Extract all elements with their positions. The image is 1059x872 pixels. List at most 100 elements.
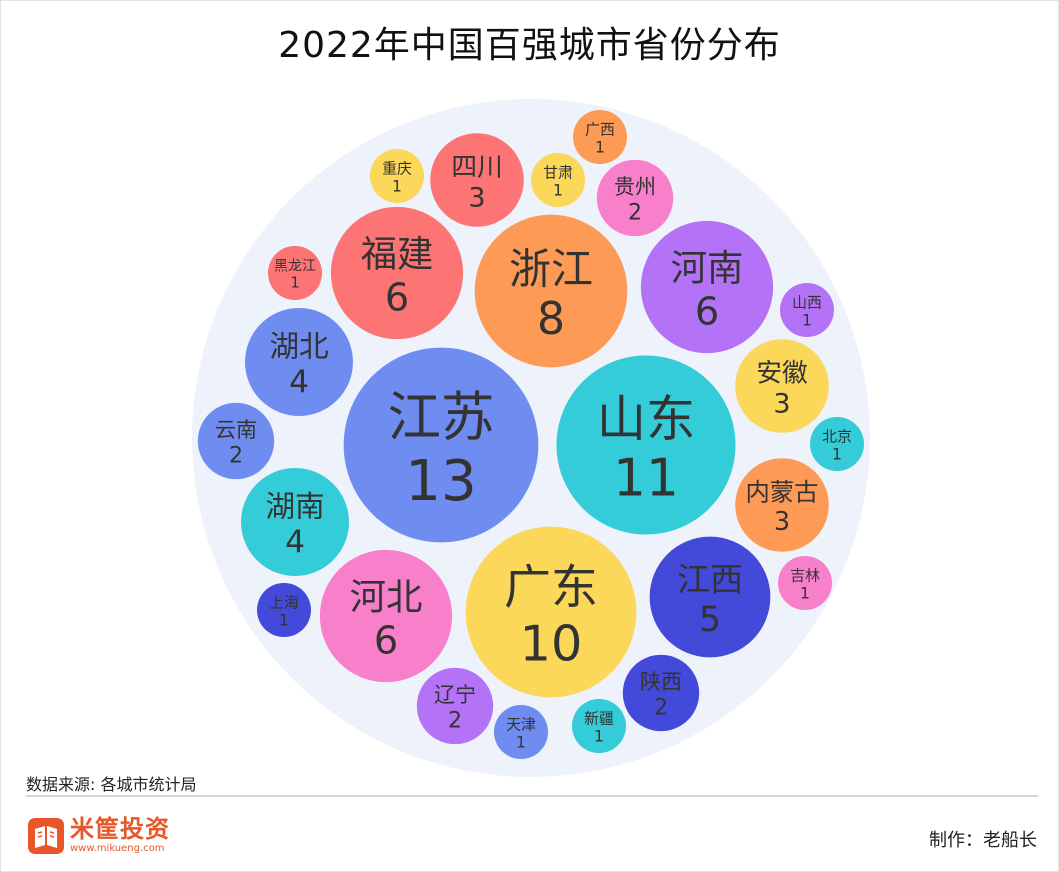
bubble-circle xyxy=(268,246,322,300)
bubble-value: 3 xyxy=(773,388,790,419)
bubble-label: 广东 xyxy=(504,561,598,616)
bubble-circle xyxy=(370,149,424,203)
bubble-value: 2 xyxy=(448,708,462,734)
bubble-circle xyxy=(622,654,700,732)
bubble-11: 四川3 xyxy=(430,133,524,227)
bubble-19: 广西1 xyxy=(573,110,627,164)
bubble-6: 河北6 xyxy=(319,549,453,683)
bubble-circle xyxy=(735,339,829,433)
bubble-label: 贵州 xyxy=(614,175,656,199)
bubble-value: 11 xyxy=(613,449,679,509)
bubble-value: 1 xyxy=(290,274,299,291)
bubble-value: 1 xyxy=(392,177,402,195)
bubble-18: 甘肃1 xyxy=(531,153,585,207)
bubble-label: 江苏 xyxy=(388,385,495,448)
bubble-value: 1 xyxy=(802,311,812,329)
bubble-circle xyxy=(330,206,464,340)
bubble-22: 北京1 xyxy=(810,417,864,471)
bubble-label: 湖南 xyxy=(265,490,324,525)
bubble-9: 湖南4 xyxy=(241,468,349,576)
bubble-value: 10 xyxy=(520,614,583,672)
footer-divider xyxy=(26,795,1038,797)
bubble-value: 4 xyxy=(289,365,309,401)
bubble-label: 河南 xyxy=(671,246,744,289)
bubble-label: 黑龙江 xyxy=(274,258,316,274)
bubble-label: 湖北 xyxy=(269,330,328,365)
bubble-value: 5 xyxy=(699,600,721,640)
bubble-10: 安徽3 xyxy=(735,339,829,433)
brand-name: 米筐投资 xyxy=(70,815,170,843)
bubble-value: 3 xyxy=(468,182,485,213)
bubble-25: 天津1 xyxy=(494,705,548,759)
bubble-value: 2 xyxy=(628,200,642,226)
bubble-label: 安徽 xyxy=(756,358,808,388)
bubble-label: 云南 xyxy=(215,418,257,442)
bubble-value: 4 xyxy=(285,525,305,561)
bubble-circle xyxy=(810,417,864,471)
bubble-value: 6 xyxy=(385,276,409,320)
bubble-4: 福建6 xyxy=(330,206,464,340)
bubble-value: 13 xyxy=(405,449,477,514)
bubble-circle xyxy=(197,402,275,480)
bubble-label: 四川 xyxy=(451,152,502,182)
bubble-15: 辽宁2 xyxy=(416,667,494,745)
bubble-circle xyxy=(430,133,524,227)
bubble-14: 贵州2 xyxy=(596,159,674,237)
bubble-value: 6 xyxy=(374,619,398,663)
bubble-circle xyxy=(778,556,832,610)
bubble-label: 甘肃 xyxy=(543,163,573,181)
bubble-circle xyxy=(319,549,453,683)
bubble-13: 云南2 xyxy=(197,402,275,480)
brand-website: www.mikueng.com xyxy=(70,843,165,854)
bubble-circle xyxy=(596,159,674,237)
bubble-circle xyxy=(531,153,585,207)
bubble-8: 湖北4 xyxy=(245,308,353,416)
bubble-value: 1 xyxy=(594,727,604,745)
bubble-label: 天津 xyxy=(506,715,536,733)
data-source: 数据来源: 各城市统计局 xyxy=(26,775,197,794)
bubble-circle xyxy=(241,468,349,576)
author-credit: 制作：老船长 xyxy=(929,830,1037,851)
bubble-label: 内蒙古 xyxy=(746,478,819,507)
bubble-label: 上海 xyxy=(269,593,299,611)
bubble-value: 6 xyxy=(695,290,719,334)
bubble-label: 山东 xyxy=(597,390,696,448)
bubble-16: 陕西2 xyxy=(622,654,700,732)
bubble-circle xyxy=(735,458,829,552)
chart-title: 2022年中国百强城市省份分布 xyxy=(278,25,781,66)
bubble-3: 浙江8 xyxy=(474,214,628,368)
bubble-label: 河北 xyxy=(350,575,423,618)
bubble-label: 福建 xyxy=(361,232,434,275)
bubble-value: 8 xyxy=(537,294,565,345)
bubble-circle xyxy=(556,355,736,535)
bubble-value: 1 xyxy=(553,181,563,199)
bubble-23: 吉林1 xyxy=(778,556,832,610)
book-logo-icon xyxy=(28,817,64,854)
bubble-value: 1 xyxy=(832,445,842,463)
bubble-value: 1 xyxy=(279,611,289,629)
bubble-label: 江西 xyxy=(677,560,743,599)
bubble-label: 重庆 xyxy=(382,159,412,177)
bubble-label: 新疆 xyxy=(584,709,614,727)
bubble-circle xyxy=(474,214,628,368)
bubble-7: 江西5 xyxy=(649,536,771,658)
bubble-value: 2 xyxy=(229,443,243,469)
bubble-26: 新疆1 xyxy=(572,699,626,753)
bubble-label: 辽宁 xyxy=(434,683,476,707)
bubble-circle xyxy=(573,110,627,164)
bubble-circle xyxy=(343,347,539,543)
bubble-label: 陕西 xyxy=(640,670,682,694)
bubble-circle xyxy=(465,526,637,698)
bubble-value: 1 xyxy=(516,733,526,751)
bubble-5: 河南6 xyxy=(640,220,774,354)
bubble-label: 山西 xyxy=(792,293,822,311)
brand-logo: 米筐投资 www.mikueng.com xyxy=(28,817,170,854)
bubble-value: 2 xyxy=(654,695,668,721)
bubble-17: 重庆1 xyxy=(370,149,424,203)
bubble-label: 浙江 xyxy=(509,244,593,293)
bubble-label: 吉林 xyxy=(790,566,820,584)
bubble-value: 1 xyxy=(800,584,810,602)
